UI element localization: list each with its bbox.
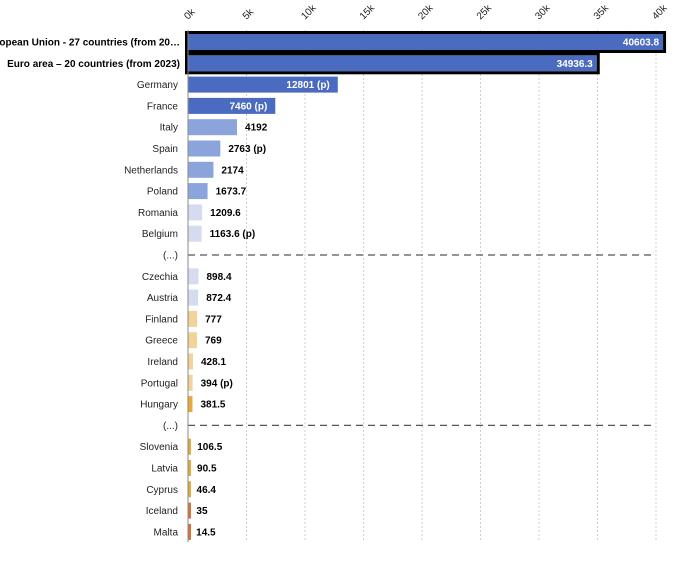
category-label: Austria <box>147 293 179 304</box>
category-label: (...) <box>163 421 178 432</box>
category-labels: European Union - 27 countries (from 20… E… <box>0 38 180 539</box>
bar-romania <box>188 204 203 221</box>
bar-belgium <box>188 225 202 242</box>
x-tick-label: 5k <box>241 6 257 22</box>
bar-ireland <box>188 353 194 370</box>
value-label: 381.5 <box>200 400 225 411</box>
bar-portugal <box>188 374 193 391</box>
value-label: 90.5 <box>197 464 217 475</box>
value-label: 7460 (p) <box>229 101 267 112</box>
category-label: Ireland <box>147 357 178 368</box>
value-label: 769 <box>205 336 222 347</box>
x-axis-ticks: 0k 5k 10k 15k 20k 25k 30k 35k 40k <box>182 2 670 22</box>
bar-iceland <box>188 502 191 519</box>
value-label: 106.5 <box>197 442 222 453</box>
category-label: Czechia <box>142 272 179 283</box>
bar-latvia <box>188 460 191 476</box>
bar-malta <box>188 523 191 540</box>
category-label: Hungary <box>140 400 178 411</box>
category-label: Germany <box>137 80 178 91</box>
bar-italy <box>188 119 238 136</box>
category-label: Spain <box>152 144 178 155</box>
bar-poland <box>188 183 208 200</box>
x-tick-label: 20k <box>416 2 436 22</box>
category-label: Cyprus <box>146 485 178 496</box>
bar-spain <box>188 140 221 157</box>
bar-austria <box>188 289 199 306</box>
bar-hungary <box>188 396 193 413</box>
x-tick-label: 40k <box>650 2 670 22</box>
category-label: Malta <box>154 527 179 538</box>
value-label: 46.4 <box>197 485 217 496</box>
x-tick-label: 35k <box>592 2 612 22</box>
bar-european <box>188 34 664 50</box>
value-label: 2174 <box>221 165 244 176</box>
value-label: 394 (p) <box>201 378 233 389</box>
value-label: 14.5 <box>196 527 216 538</box>
category-label: (...) <box>163 251 178 262</box>
bar-france <box>188 97 276 114</box>
category-label: Portugal <box>141 378 178 389</box>
bar-greece <box>188 332 197 349</box>
value-label: 1163.6 (p) <box>210 229 256 240</box>
value-label: 1673.7 <box>216 187 247 198</box>
x-tick-label: 25k <box>475 2 495 22</box>
category-label: Netherlands <box>124 165 178 176</box>
category-label: Latvia <box>151 464 178 475</box>
value-label: 34936.3 <box>557 59 594 70</box>
bar-euro <box>188 55 597 72</box>
category-label: European Union - 27 countries (from 20… <box>0 38 180 49</box>
value-label: 898.4 <box>207 272 232 283</box>
value-labels: 40603.8 34936.3 12801 (p) 7460 (p) 4192 2763 … <box>196 38 659 539</box>
value-label: 40603.8 <box>623 38 660 49</box>
bar-cyprus <box>188 481 191 498</box>
bar-netherlands <box>188 161 214 178</box>
category-label: Romania <box>138 208 178 219</box>
value-label: 12801 (p) <box>286 80 329 91</box>
aggregate-bar-outline <box>185 52 600 75</box>
x-tick-label: 15k <box>358 2 378 22</box>
value-label: 428.1 <box>201 357 226 368</box>
bars <box>185 31 667 540</box>
aggregate-bar-outline <box>185 31 667 53</box>
value-label: 35 <box>196 506 208 517</box>
value-label: 2763 (p) <box>228 144 266 155</box>
x-tick-label: 0k <box>182 6 198 22</box>
category-label: France <box>147 101 179 112</box>
category-label: Greece <box>145 336 178 347</box>
section-separators <box>188 254 656 426</box>
category-label: Slovenia <box>140 442 179 453</box>
bar-finland <box>188 310 198 327</box>
bar-czechia <box>188 268 199 285</box>
category-label: Belgium <box>142 229 178 240</box>
value-label: 1209.6 <box>210 208 241 219</box>
x-tick-label: 10k <box>299 2 319 22</box>
value-label: 872.4 <box>206 293 231 304</box>
category-label: Italy <box>160 123 178 134</box>
bar-slovenia <box>188 438 191 455</box>
value-label: 777 <box>205 314 222 325</box>
value-label: 4192 <box>245 123 268 134</box>
category-label: Finland <box>145 314 178 325</box>
category-label: Poland <box>147 187 178 198</box>
x-tick-label: 30k <box>533 2 553 22</box>
category-label: Iceland <box>146 506 178 517</box>
bar-germany <box>188 76 338 93</box>
category-label: Euro area – 20 countries (from 2023) <box>7 59 180 70</box>
gridlines <box>246 30 657 542</box>
